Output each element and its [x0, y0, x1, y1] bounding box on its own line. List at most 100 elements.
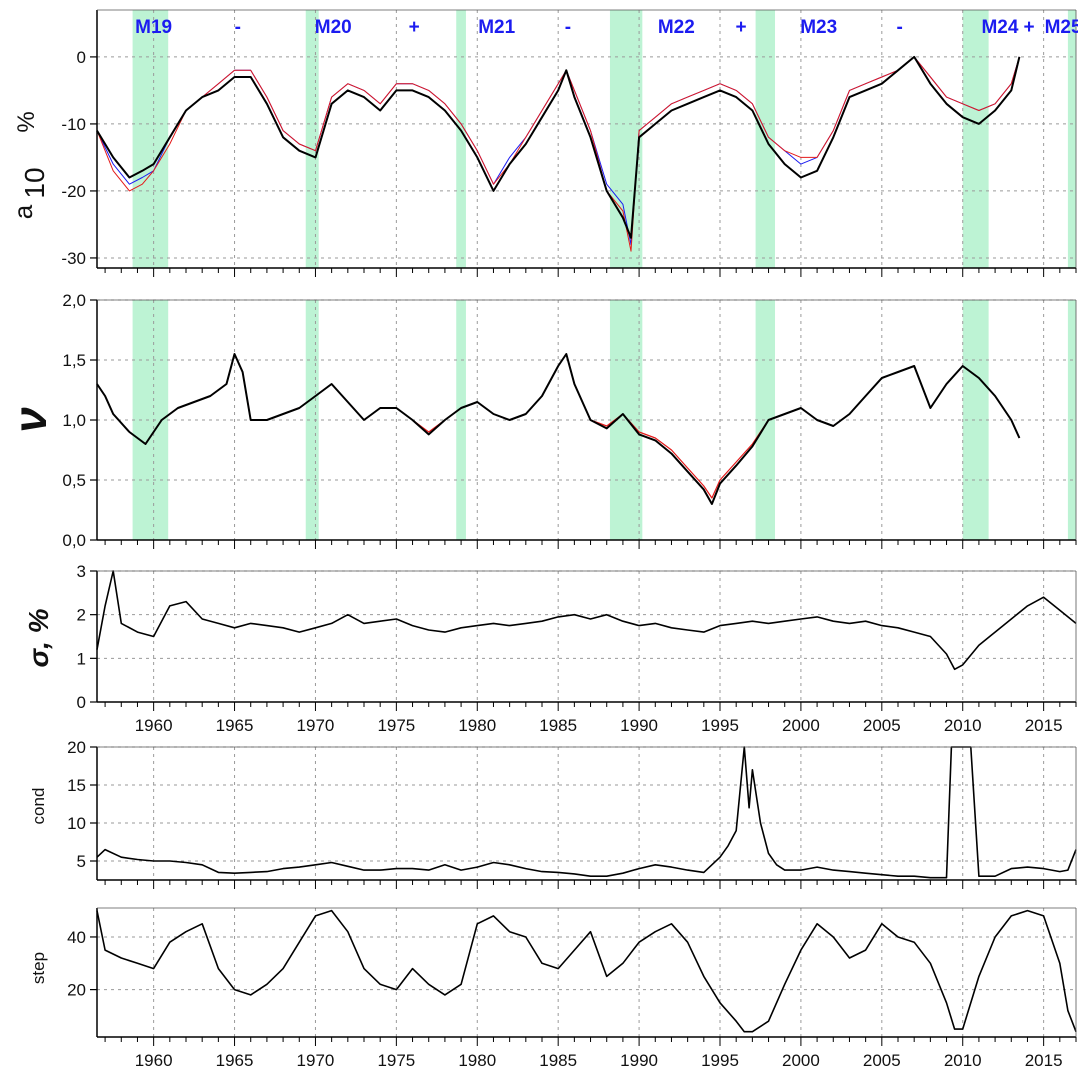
cond-y-ticks: 5 10 15 20: [67, 738, 97, 871]
x-tick-label-5: 1985: [539, 1051, 577, 1070]
cond-panel: 5 10 15 20 cond: [29, 738, 1077, 889]
epoch-label-6: M22: [658, 17, 695, 38]
x-tick-label-7: 1995: [701, 716, 739, 735]
step-ylabel: step: [29, 952, 48, 984]
y-tick-label-4: 2,0: [62, 291, 86, 310]
series-line-1: [96, 353, 1021, 505]
x-tick-label-4: 1980: [458, 1051, 496, 1070]
x-tick-label-10: 2010: [944, 1051, 982, 1070]
y-tick-label-0: 20: [67, 981, 86, 1000]
x-tick-label-1: 1965: [216, 716, 254, 735]
epoch-label-4: M21: [478, 17, 515, 38]
y-tick-label-1: -10: [61, 115, 86, 134]
nu-panel: 0,0 0,5 1,0 1,5 2,0 ν: [4, 291, 1077, 550]
highlight-band-6: [1067, 10, 1076, 268]
x-tick-label-11: 2015: [1025, 716, 1063, 735]
a10-panel: 0 -10 -20 -30 M19 - M20 + M21 - M22 + M23 - M24 + M25 %…: [8, 9, 1078, 277]
nu-grid: [97, 299, 1076, 541]
x-tick-label-5: 1985: [539, 716, 577, 735]
x-tick-label-3: 1975: [377, 716, 415, 735]
a10-ylabel-unit: %: [13, 111, 40, 132]
epoch-label-7: +: [735, 17, 746, 38]
epoch-label-1: -: [235, 17, 241, 38]
x-tick-label-9: 2005: [863, 716, 901, 735]
cond-ylabel: cond: [29, 788, 48, 825]
sigma-lines: [96, 570, 1077, 671]
x-tick-label-0: 1960: [135, 716, 173, 735]
y-tick-label-3: 3: [77, 562, 86, 581]
epoch-label-3: +: [409, 17, 420, 38]
y-tick-label-3: 1,5: [62, 351, 86, 370]
epoch-label-8: M23: [800, 17, 837, 38]
nu-y-ticks: 0,0 0,5 1,0 1,5 2,0: [62, 291, 97, 550]
y-tick-label-2: 2: [77, 606, 86, 625]
step-lines: [96, 909, 1077, 1033]
epoch-label-9: -: [896, 17, 902, 38]
epoch-label-11: +: [1024, 17, 1035, 38]
a10-lines: [96, 55, 1021, 252]
epoch-label-5: -: [565, 17, 571, 38]
a10-frame: [96, 9, 1077, 277]
step-x-tick-labels: 1960 1965 1970 1975 1980 1985 1990 1995 2000 2005…: [135, 1051, 1063, 1070]
y-tick-label-2: 15: [67, 776, 86, 795]
y-tick-label-0: 0,0: [62, 531, 86, 550]
cond-frame: [96, 746, 1077, 889]
x-tick-label-4: 1980: [458, 716, 496, 735]
y-tick-label-3: 20: [67, 738, 86, 757]
a10-ylabel-sub: 10: [19, 167, 50, 198]
y-tick-label-1: 1: [77, 649, 86, 668]
x-tick-label-6: 1990: [620, 1051, 658, 1070]
sigma-frame: [96, 570, 1077, 711]
x-tick-label-11: 2015: [1025, 1051, 1063, 1070]
a10-bands: [132, 10, 1076, 268]
x-tick-label-0: 1960: [135, 1051, 173, 1070]
x-tick-label-6: 1990: [620, 716, 658, 735]
x-tick-label-2: 1970: [297, 716, 335, 735]
cond-lines: [96, 746, 1077, 879]
y-tick-label-2: 1,0: [62, 411, 86, 430]
series-line-0: [96, 570, 1077, 671]
highlight-band-0: [132, 10, 169, 268]
series-line-0: [96, 746, 1077, 879]
y-tick-label-1: 10: [67, 814, 86, 833]
step-frame: [96, 907, 1077, 1046]
highlight-band-4: [755, 300, 776, 540]
epoch-label-2: M20: [315, 17, 352, 38]
x-tick-label-10: 2010: [944, 716, 982, 735]
series-line-0: [96, 909, 1077, 1033]
nu-frame: [96, 299, 1077, 549]
sigma-ylabel: σ, %: [23, 608, 54, 667]
series-line-2: [96, 55, 1021, 239]
cond-grid: [97, 746, 1076, 880]
a10-grid: [97, 10, 1076, 268]
sigma-y-ticks: 0 1 2 3: [77, 562, 97, 712]
x-tick-label-8: 2000: [782, 1051, 820, 1070]
epoch-label-12: M25: [1045, 17, 1078, 38]
x-tick-label-3: 1975: [377, 1051, 415, 1070]
epoch-label-0: M19: [135, 17, 172, 38]
x-tick-label-1: 1965: [216, 1051, 254, 1070]
y-tick-label-2: -20: [61, 182, 86, 201]
a10-y-ticks: 0 -10 -20 -30: [61, 48, 97, 268]
epoch-labels: M19 - M20 + M21 - M22 + M23 - M24 + M25: [135, 17, 1078, 38]
highlight-band-2: [456, 10, 466, 268]
highlight-band-1: [305, 10, 319, 268]
highlight-band-5: [962, 10, 989, 268]
nu-ylabel: ν: [4, 407, 56, 433]
epoch-label-10: M24: [981, 17, 1018, 38]
y-tick-label-0: 0: [77, 48, 86, 67]
x-tick-label-8: 2000: [782, 716, 820, 735]
nu-lines: [96, 353, 1021, 505]
sigma-panel: 0 1 2 3 1960 1965 1970 1975 1980 1985 1990 1995 200…: [23, 562, 1077, 735]
y-tick-label-3: -30: [61, 249, 86, 268]
y-tick-label-0: 0: [77, 693, 86, 712]
step-grid: [97, 908, 1076, 1037]
y-tick-label-1: 40: [67, 928, 86, 947]
y-tick-label-0: 5: [77, 852, 86, 871]
sigma-x-tick-labels: 1960 1965 1970 1975 1980 1985 1990 1995 2000 2005…: [135, 716, 1063, 735]
x-tick-label-7: 1995: [701, 1051, 739, 1070]
x-tick-label-9: 2005: [863, 1051, 901, 1070]
